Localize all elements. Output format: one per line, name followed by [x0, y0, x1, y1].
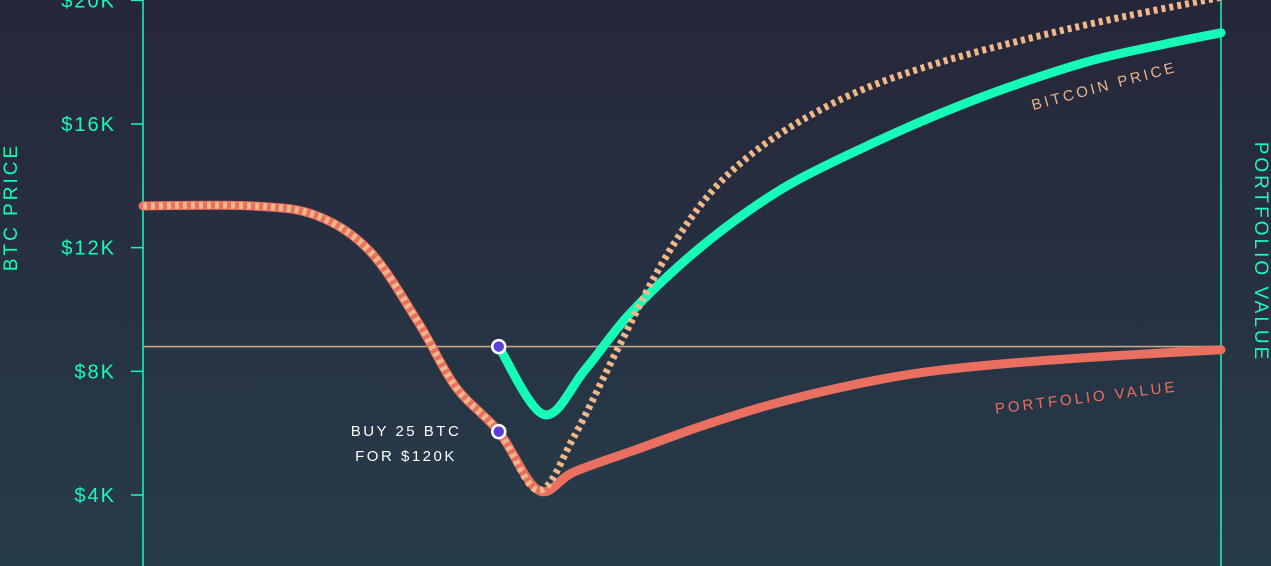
buy-markers — [490, 338, 507, 440]
y-tick-label: $20K — [61, 0, 116, 12]
y-tick-label: $8K — [74, 361, 116, 383]
y-tick-label: $4K — [74, 485, 116, 507]
y-axis-label-right: PORTFOLIO VALUE — [1250, 142, 1271, 363]
y-axis-ticks: $4K $8K $12K $16K $20K — [61, 0, 143, 507]
y-tick-label: $16K — [61, 114, 116, 136]
buy-marker — [490, 338, 507, 355]
y-tick-label: $12K — [61, 238, 116, 260]
buy-annotation-line2: FOR $120K — [355, 448, 457, 465]
series-layer — [138, 0, 1226, 497]
y-axis-label-left: BTC PRICE — [1, 143, 22, 271]
buy-marker — [490, 423, 507, 440]
series-line-bitcoin-price — [142, 0, 1222, 494]
series-line-unlabeled — [494, 28, 1226, 420]
buy-annotation-line1: BUY 25 BTC — [351, 423, 462, 440]
